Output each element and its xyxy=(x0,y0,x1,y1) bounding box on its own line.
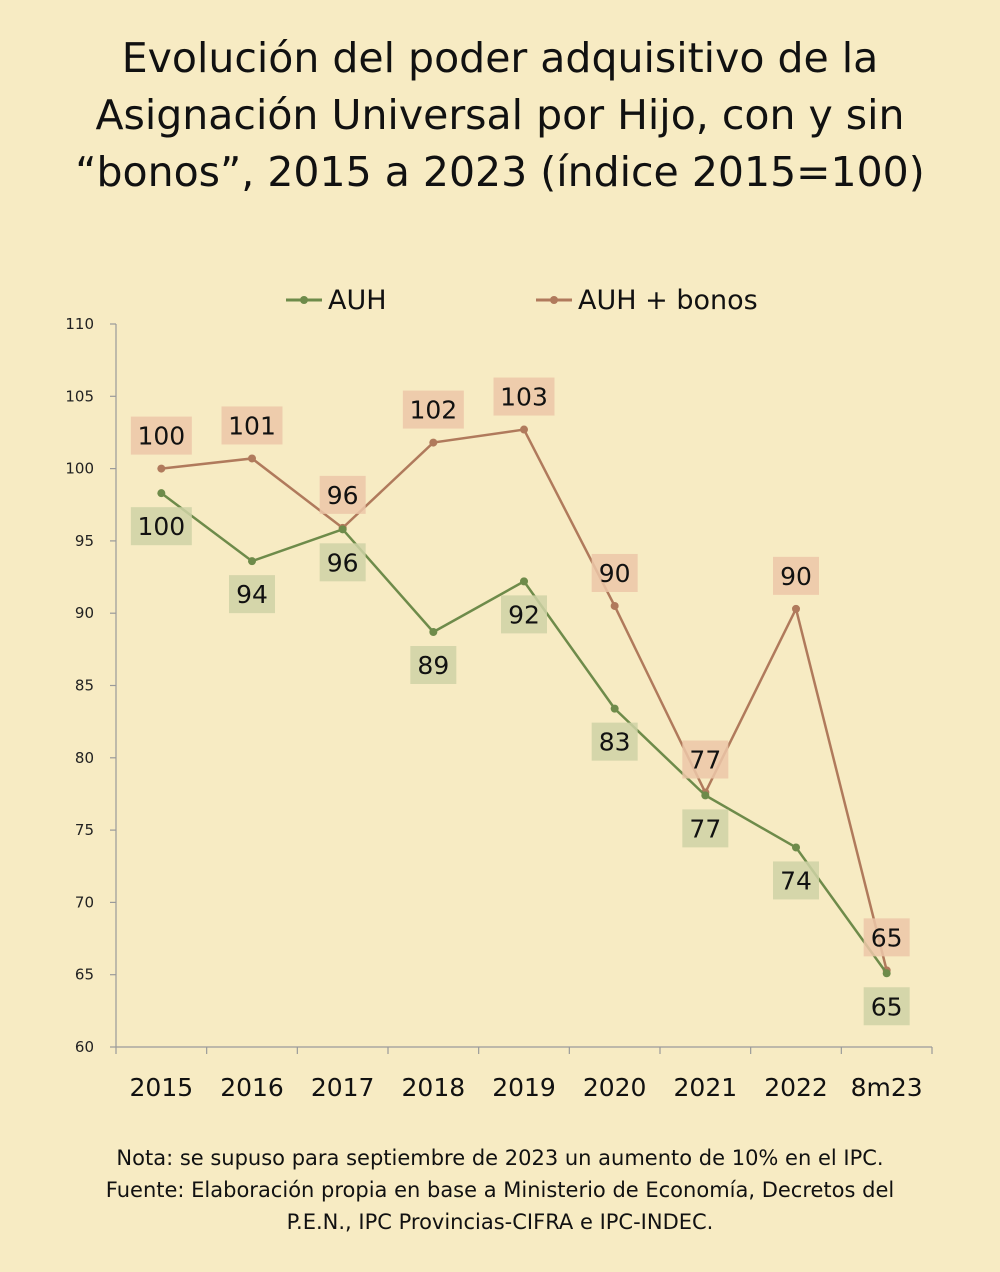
data-point-auh-bonos xyxy=(248,454,256,463)
y-tick-label: 65 xyxy=(75,966,94,984)
data-label-auh-bonos: 100 xyxy=(137,422,185,451)
data-label-auh: 100 xyxy=(137,512,185,541)
line-chart: 110 105 100 95 90 85 80 75 70 65 60 2015 2016 2017 201… xyxy=(65,315,933,1102)
x-tick-label: 8m23 xyxy=(851,1073,923,1102)
legend-swatch-auh xyxy=(286,296,322,304)
legend-label-auh-bonos: AUH + bonos xyxy=(578,284,758,316)
data-label-box-auh xyxy=(591,722,638,761)
data-label-box-auh-bonos xyxy=(493,377,555,416)
x-tick-label: 2018 xyxy=(402,1073,466,1102)
data-point-auh xyxy=(701,791,710,800)
x-tick-label: 2020 xyxy=(583,1073,647,1102)
data-label-box-auh-bonos xyxy=(682,740,729,779)
data-label-box-auh-bonos xyxy=(773,556,819,595)
y-tick-label: 75 xyxy=(75,821,94,839)
data-point-auh xyxy=(248,557,256,566)
x-tick-label: 2016 xyxy=(220,1073,284,1102)
data-label-auh: 65 xyxy=(871,992,903,1021)
y-tick-label: 90 xyxy=(75,604,94,622)
note-line-2: Fuente: Elaboración propia en base a Min… xyxy=(105,1178,895,1202)
legend-item-auh-bonos: AUH + bonos xyxy=(536,280,758,320)
note-line-1: Nota: se supuso para septiembre de 2023 … xyxy=(116,1146,884,1170)
data-label-box-auh xyxy=(773,861,819,900)
data-point-auh xyxy=(338,525,347,534)
data-point-auh xyxy=(429,627,438,636)
data-label-box-auh xyxy=(863,987,910,1026)
data-point-auh xyxy=(610,704,619,713)
data-label-auh-bonos: 90 xyxy=(599,559,631,588)
data-label-auh-bonos: 96 xyxy=(327,481,359,510)
data-label-box-auh-bonos xyxy=(591,553,638,592)
y-tick-label: 100 xyxy=(65,460,94,478)
data-label-box-auh-bonos xyxy=(130,416,192,455)
x-tick-label: 2022 xyxy=(764,1073,828,1102)
data-label-box-auh xyxy=(501,595,547,634)
title-line-1: Evolución del poder adquisitivo de la xyxy=(121,34,879,82)
title-line-3: “bonos”, 2015 a 2023 (índice 2015=100) xyxy=(75,148,925,196)
data-label-auh-bonos: 77 xyxy=(689,746,721,775)
x-tick-label: 2017 xyxy=(311,1073,375,1102)
data-point-auh-bonos xyxy=(520,425,528,434)
x-tick-label: 2021 xyxy=(674,1073,738,1102)
y-tick-label: 70 xyxy=(75,893,94,911)
chart-legend: AUH AUH + bonos xyxy=(0,280,1000,320)
data-label-auh-bonos: 65 xyxy=(871,923,903,952)
legend-swatch-auh-bonos xyxy=(536,296,572,304)
data-label-auh-bonos: 101 xyxy=(228,411,276,440)
data-point-auh-bonos xyxy=(429,438,438,447)
legend-item-auh: AUH xyxy=(286,280,387,320)
data-point-auh-bonos xyxy=(157,464,166,473)
data-label-auh: 92 xyxy=(508,600,540,629)
y-tick-label: 85 xyxy=(75,677,94,695)
data-label-auh-bonos: 102 xyxy=(409,396,457,425)
chart-title: Evolución del poder adquisitivo de la As… xyxy=(40,30,960,201)
data-label-auh: 83 xyxy=(599,728,631,757)
data-label-auh-bonos: 103 xyxy=(500,383,548,412)
legend-label-auh: AUH xyxy=(328,284,387,316)
data-label-box-auh xyxy=(410,645,457,684)
y-tick-label: 60 xyxy=(75,1038,94,1056)
data-label-box-auh-bonos xyxy=(863,918,910,957)
data-label-auh: 74 xyxy=(780,866,812,895)
y-tick-label: 105 xyxy=(65,387,94,405)
data-point-auh xyxy=(792,843,800,852)
y-tick-label: 80 xyxy=(75,749,94,767)
x-tick-label: 2015 xyxy=(130,1073,194,1102)
data-label-box-auh xyxy=(229,575,275,614)
data-label-auh: 77 xyxy=(689,814,721,843)
data-point-auh xyxy=(157,489,166,498)
y-tick-label: 95 xyxy=(75,532,94,550)
data-point-auh xyxy=(520,577,528,586)
data-point-auh-bonos xyxy=(792,604,800,613)
data-label-box-auh-bonos xyxy=(221,406,283,445)
note-line-3: P.E.N., IPC Provincias-CIFRA e IPC-INDEC… xyxy=(286,1210,714,1234)
x-tick-label: 2019 xyxy=(492,1073,556,1102)
data-point-auh xyxy=(882,969,891,978)
title-line-2: Asignación Universal por Hijo, con y sin xyxy=(95,91,905,139)
chart-notes: Nota: se supuso para septiembre de 2023 … xyxy=(30,1142,970,1238)
data-point-auh-bonos xyxy=(610,601,619,610)
data-label-auh: 94 xyxy=(236,580,268,609)
y-tick-label: 110 xyxy=(65,315,94,333)
data-label-auh: 96 xyxy=(327,548,359,577)
data-label-box-auh xyxy=(130,507,192,546)
data-label-auh: 89 xyxy=(417,651,449,680)
data-label-box-auh-bonos xyxy=(402,390,464,429)
data-label-auh-bonos: 90 xyxy=(780,562,812,591)
data-label-box-auh-bonos xyxy=(319,475,366,514)
data-label-box-auh xyxy=(682,809,729,848)
data-label-box-auh xyxy=(319,543,366,582)
